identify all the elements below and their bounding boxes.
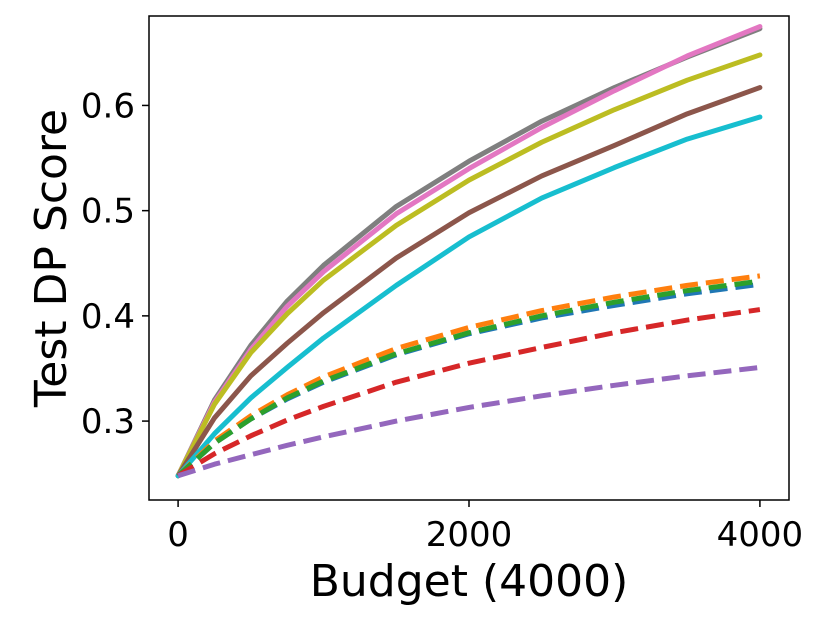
plot-frame bbox=[148, 15, 790, 501]
y-axis-ticks: 0.3 0.4 0.5 0.6 bbox=[81, 86, 149, 442]
x-tick-label: 2000 bbox=[426, 515, 513, 555]
series-layer bbox=[175, 24, 763, 479]
series-line-9 bbox=[176, 307, 761, 478]
series-line-8 bbox=[176, 278, 761, 478]
x-axis-label: Budget (4000) bbox=[310, 556, 629, 607]
series-line-5 bbox=[175, 114, 763, 479]
y-axis-label: Test DP Score bbox=[26, 109, 77, 408]
x-axis-ticks: 0 2000 4000 bbox=[167, 500, 803, 555]
y-tick-label: 0.4 bbox=[81, 297, 135, 337]
y-tick-label: 0.6 bbox=[81, 86, 135, 126]
y-tick-label: 0.5 bbox=[81, 192, 135, 232]
x-tick-label: 0 bbox=[167, 515, 189, 555]
x-tick-label: 4000 bbox=[717, 515, 804, 555]
series-line-3 bbox=[175, 52, 763, 479]
y-tick-label: 0.3 bbox=[81, 402, 135, 442]
series-line-10 bbox=[177, 364, 761, 479]
series-line-4 bbox=[175, 85, 763, 479]
